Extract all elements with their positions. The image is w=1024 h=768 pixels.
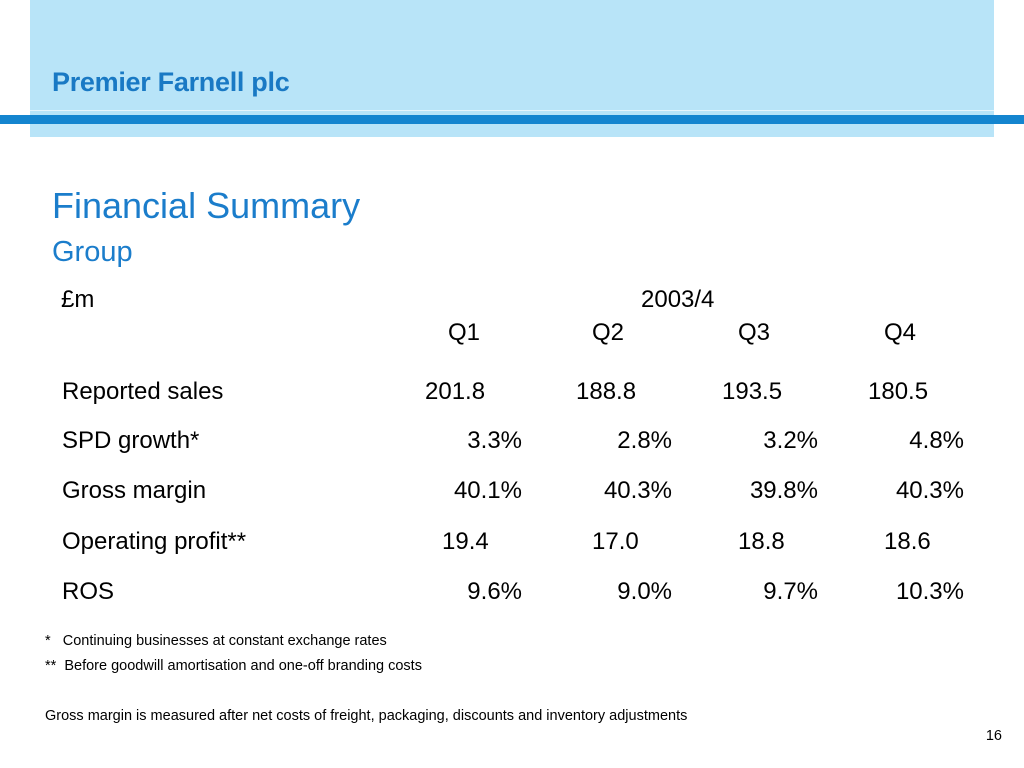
quarter-header-q3: Q3: [738, 319, 771, 346]
table-cell: 18.8: [738, 528, 785, 555]
quarter-header-q2: Q2: [592, 319, 625, 346]
footnote-goodwill: ** Before goodwill amortisation and one-…: [45, 658, 422, 674]
slide-title: Financial Summary: [52, 185, 361, 226]
company-logo: Premier Farnell plc: [52, 67, 290, 97]
table-cell: 2.8%: [617, 427, 672, 454]
page-number: 16: [985, 728, 1002, 744]
quarter-header-q1: Q1: [448, 319, 481, 346]
table-cell: 180.5: [868, 378, 929, 405]
footnote-gross-margin-definition: Gross margin is measured after net costs…: [45, 708, 688, 724]
row-label-ros: ROS: [62, 578, 115, 605]
table-cell: 40.1%: [453, 477, 522, 504]
row-label-gross-margin: Gross margin: [62, 477, 207, 504]
table-cell: 9.6%: [467, 578, 522, 605]
table-cell: 17.0: [592, 528, 639, 555]
table-cell: 193.5: [722, 378, 783, 405]
table-cell: 201.8: [425, 378, 486, 405]
table-cell: 39.8%: [749, 477, 818, 504]
unit-label: £m: [61, 286, 95, 313]
table-cell: 10.3%: [895, 578, 964, 605]
table-cell: 3.3%: [467, 427, 522, 454]
row-label-spd-growth: SPD growth*: [62, 427, 200, 454]
year-header: 2003/4: [641, 286, 715, 313]
slide-subtitle: Group: [52, 236, 133, 268]
footnote-constant-exchange: * Continuing businesses at constant exch…: [45, 633, 387, 649]
row-label-operating-profit: Operating profit**: [62, 528, 247, 555]
row-label-reported-sales: Reported sales: [62, 378, 224, 405]
table-cell: 188.8: [576, 378, 637, 405]
table-cell: 40.3%: [895, 477, 964, 504]
table-cell: 9.7%: [763, 578, 818, 605]
header-divider: [30, 110, 994, 111]
table-cell: 40.3%: [603, 477, 672, 504]
table-cell: 4.8%: [909, 427, 964, 454]
table-cell: 9.0%: [617, 578, 672, 605]
table-cell: 3.2%: [763, 427, 818, 454]
header-stripe: [0, 115, 1024, 124]
quarter-header-q4: Q4: [884, 319, 917, 346]
table-cell: 19.4: [442, 528, 489, 555]
table-cell: 18.6: [884, 528, 931, 555]
header-band: [30, 0, 994, 137]
